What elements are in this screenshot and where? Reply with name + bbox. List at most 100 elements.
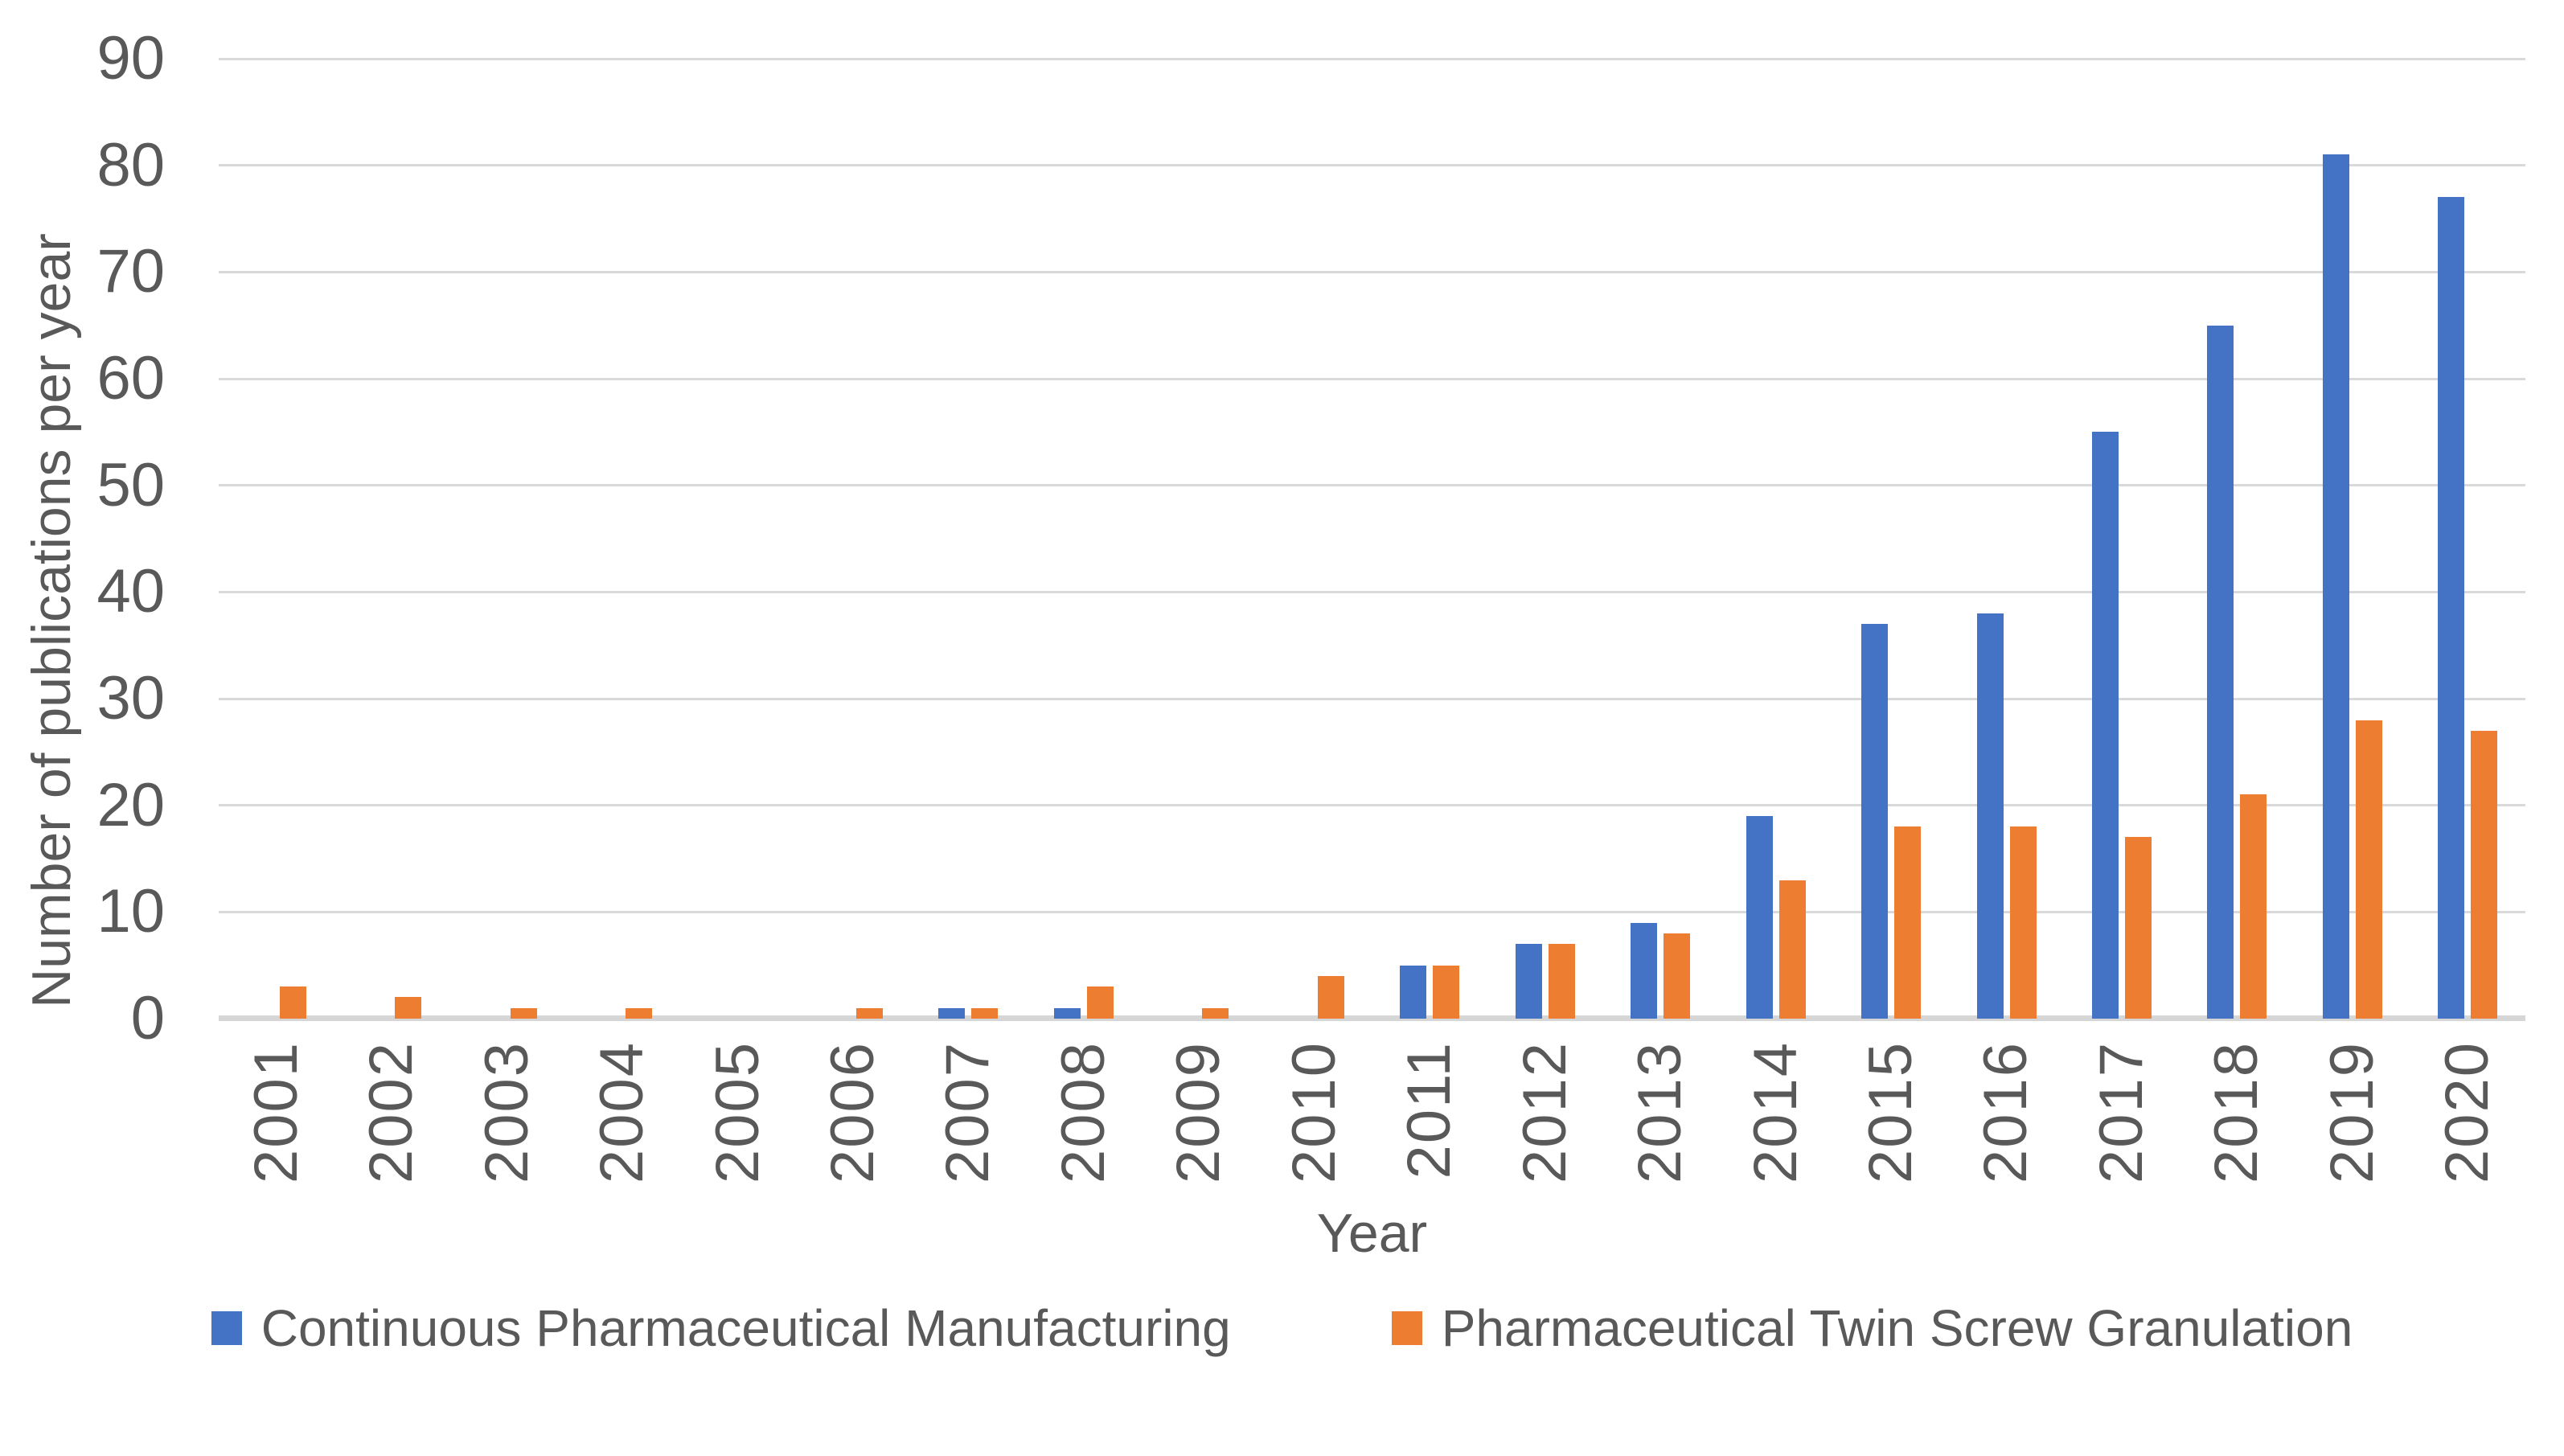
- bar-pharmaceutical-2009: [1202, 1007, 1229, 1019]
- bar-pharmaceutical-2011: [1433, 965, 1460, 1019]
- y-tick-label-90: 90: [96, 24, 165, 92]
- x-tick-label-2003: 2003: [472, 1041, 541, 1184]
- legend-item-pharmaceutical-twin-screw-granulation: Pharmaceutical Twin Screw Granulation: [1391, 1299, 2353, 1357]
- gridline-30: [219, 697, 2525, 700]
- plot-area: [219, 57, 2525, 1021]
- y-tick-label-50: 50: [96, 450, 165, 519]
- bar-continuous-2008: [1053, 1007, 1081, 1019]
- bar-pharmaceutical-2007: [971, 1007, 999, 1019]
- bar-groups: [219, 59, 2525, 1019]
- bar-pharmaceutical-2010: [1317, 975, 1344, 1019]
- bar-pharmaceutical-2001: [279, 986, 306, 1019]
- bar-pharmaceutical-2008: [1086, 986, 1114, 1019]
- y-tick-label-80: 80: [96, 130, 165, 199]
- bar-continuous-2012: [1515, 944, 1542, 1019]
- bar-group-2019: [2295, 59, 2410, 1019]
- x-tick-label-2017: 2017: [2086, 1041, 2156, 1184]
- bar-group-2006: [795, 59, 910, 1019]
- bar-pharmaceutical-2018: [2240, 794, 2267, 1019]
- bar-continuous-2011: [1400, 965, 1427, 1019]
- x-tick-label-2019: 2019: [2317, 1041, 2386, 1184]
- bar-group-2007: [911, 59, 1026, 1019]
- bar-pharmaceutical-2017: [2124, 837, 2152, 1019]
- gridline-60: [219, 377, 2525, 380]
- y-tick-label-10: 10: [96, 877, 165, 946]
- x-tick-label-2005: 2005: [703, 1041, 772, 1184]
- gridline-40: [219, 590, 2525, 593]
- gridline-90: [219, 57, 2525, 60]
- bar-continuous-2017: [2091, 432, 2119, 1019]
- bar-pharmaceutical-2004: [626, 1007, 653, 1019]
- gridline-50: [219, 484, 2525, 487]
- y-tick-label-0: 0: [130, 984, 165, 1052]
- bar-pharmaceutical-2002: [395, 997, 422, 1019]
- bar-group-2013: [1602, 59, 1717, 1019]
- legend-label: Continuous Pharmaceutical Manufacturing: [261, 1299, 1231, 1357]
- x-tick-label-2011: 2011: [1395, 1041, 1464, 1179]
- x-tick-label-2018: 2018: [2202, 1041, 2271, 1184]
- x-tick-label-2001: 2001: [241, 1041, 310, 1184]
- legend-swatch-icon: [211, 1311, 242, 1345]
- bar-group-2014: [1718, 59, 1833, 1019]
- bar-continuous-2016: [1976, 613, 2004, 1019]
- gridline-70: [219, 270, 2525, 273]
- x-tick-label-2016: 2016: [1971, 1041, 2041, 1184]
- x-tick-label-2012: 2012: [1510, 1041, 1579, 1184]
- bar-group-2002: [334, 59, 449, 1019]
- y-tick-label-40: 40: [96, 557, 165, 626]
- x-tick-label-2009: 2009: [1164, 1041, 1233, 1184]
- bar-group-2008: [1026, 59, 1141, 1019]
- bar-pharmaceutical-2013: [1664, 933, 1691, 1019]
- bar-group-2016: [1949, 59, 2064, 1019]
- bar-continuous-2018: [2207, 325, 2234, 1019]
- legend-swatch-icon: [1391, 1311, 1422, 1345]
- bar-group-2012: [1487, 59, 1602, 1019]
- bar-pharmaceutical-2020: [2471, 730, 2498, 1019]
- bar-group-2020: [2410, 59, 2525, 1019]
- x-axis-tick-labels: 2001 2002 2003 2004 2005 2006 2007 2008 2009 2010…: [219, 1041, 2525, 1202]
- bar-group-2015: [1833, 59, 1948, 1019]
- bar-continuous-2019: [2322, 154, 2349, 1019]
- bar-pharmaceutical-2016: [2009, 826, 2037, 1019]
- gridline-10: [219, 910, 2525, 913]
- y-axis-tick-labels: 0 10 20 30 40 50 60 70 80 90: [0, 28, 165, 1049]
- x-tick-label-2020: 2020: [2433, 1041, 2502, 1184]
- bar-pharmaceutical-2012: [1548, 944, 1575, 1019]
- x-tick-label-2004: 2004: [588, 1041, 657, 1184]
- x-tick-label-2010: 2010: [1279, 1041, 1348, 1184]
- bar-pharmaceutical-2014: [1778, 880, 1806, 1019]
- x-tick-label-2002: 2002: [357, 1041, 426, 1184]
- y-tick-label-30: 30: [96, 664, 165, 732]
- bar-group-2017: [2064, 59, 2179, 1019]
- x-axis-line: [219, 1015, 2525, 1021]
- bar-group-2018: [2180, 59, 2295, 1019]
- x-tick-label-2008: 2008: [1048, 1041, 1118, 1184]
- legend-item-continuous-pharmaceutical-manufacturing: Continuous Pharmaceutical Manufacturing: [211, 1302, 1231, 1354]
- x-tick-label-2007: 2007: [933, 1041, 1003, 1184]
- bar-pharmaceutical-2015: [1894, 826, 1922, 1019]
- legend: Continuous Pharmaceutical Manufacturing P…: [0, 1302, 2564, 1354]
- bar-group-2001: [219, 59, 334, 1019]
- legend-label: Pharmaceutical Twin Screw Granulation: [1441, 1299, 2353, 1357]
- bar-group-2004: [564, 59, 679, 1019]
- bar-continuous-2007: [938, 1007, 966, 1019]
- y-tick-label-60: 60: [96, 344, 165, 412]
- bar-group-2010: [1257, 59, 1372, 1019]
- bar-group-2011: [1372, 59, 1487, 1019]
- bar-group-2009: [1142, 59, 1257, 1019]
- x-tick-label-2015: 2015: [1856, 1041, 1926, 1184]
- bar-continuous-2020: [2438, 197, 2465, 1019]
- bar-pharmaceutical-2006: [855, 1007, 883, 1019]
- bar-pharmaceutical-2003: [510, 1007, 537, 1019]
- bar-group-2003: [449, 59, 564, 1019]
- y-tick-label-20: 20: [96, 770, 165, 839]
- gridline-80: [219, 164, 2525, 167]
- x-tick-label-2013: 2013: [1626, 1041, 1695, 1184]
- bar-group-2005: [680, 59, 795, 1019]
- gridline-20: [219, 804, 2525, 807]
- y-tick-label-70: 70: [96, 237, 165, 306]
- x-axis-title: Year: [1316, 1203, 1428, 1264]
- x-tick-label-2014: 2014: [1741, 1041, 1810, 1184]
- bar-continuous-2015: [1861, 624, 1889, 1019]
